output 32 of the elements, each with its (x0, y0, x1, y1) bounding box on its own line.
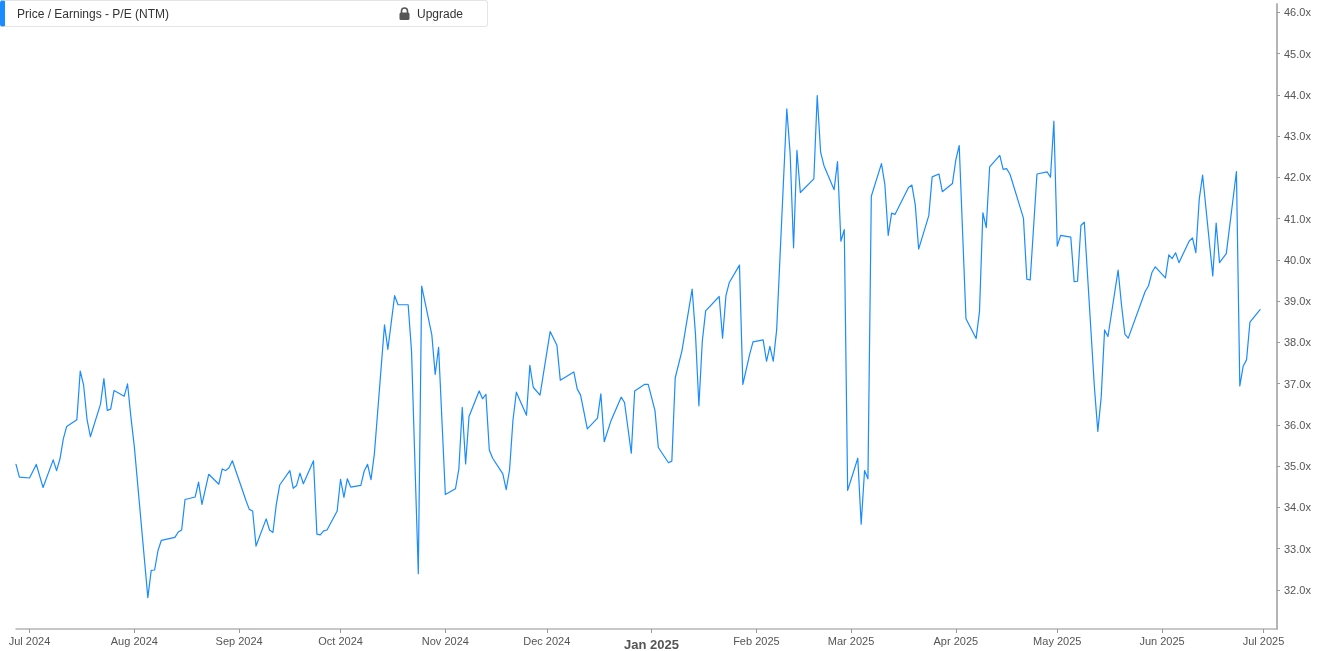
y-tick-label: 39.0x (1284, 295, 1312, 308)
x-tick-label: Oct 2024 (318, 634, 363, 647)
y-tick-label: 35.0x (1284, 460, 1312, 473)
x-tick-label: Jan 2025 (624, 637, 680, 651)
chart-title: Price / Earnings - P/E (NTM) (17, 6, 170, 21)
x-tick-label: Dec 2024 (523, 634, 571, 647)
line-series (15, 94, 1261, 599)
x-tick-label: Jun 2025 (1139, 634, 1185, 647)
y-tick-label: 44.0x (1284, 88, 1312, 101)
y-tick-label: 38.0x (1284, 336, 1312, 349)
y-tick-label: 36.0x (1284, 418, 1312, 431)
y-tick-label: 34.0x (1284, 501, 1312, 514)
y-tick-label: 40.0x (1284, 253, 1312, 266)
x-tick-label: Mar 2025 (827, 634, 875, 647)
y-tick-label: 43.0x (1284, 130, 1312, 143)
y-tick-label: 46.0x (1284, 6, 1312, 19)
x-tick-label: Jul 2024 (8, 634, 51, 647)
x-tick-label: Feb 2025 (733, 634, 780, 647)
y-tick-label: 37.0x (1284, 377, 1312, 390)
header-panel: Price / Earnings - P/E (NTM) Upgrade (0, 0, 488, 27)
x-tick-label: Jul 2025 (1242, 634, 1285, 647)
y-tick-label: 33.0x (1284, 542, 1312, 555)
x-tick-label: Apr 2025 (933, 634, 979, 647)
y-tick-label: 32.0x (1284, 583, 1312, 596)
y-tick-label: 45.0x (1284, 47, 1312, 60)
y-tick-label: 41.0x (1284, 212, 1312, 225)
x-tick-label: Nov 2024 (421, 634, 469, 647)
x-tick-label: May 2025 (1033, 634, 1082, 647)
annotation: Upgrade (416, 6, 463, 21)
x-tick-label: Sep 2024 (215, 634, 263, 647)
x-tick-label: Aug 2024 (110, 634, 158, 647)
y-tick-label: 42.0x (1284, 171, 1312, 184)
